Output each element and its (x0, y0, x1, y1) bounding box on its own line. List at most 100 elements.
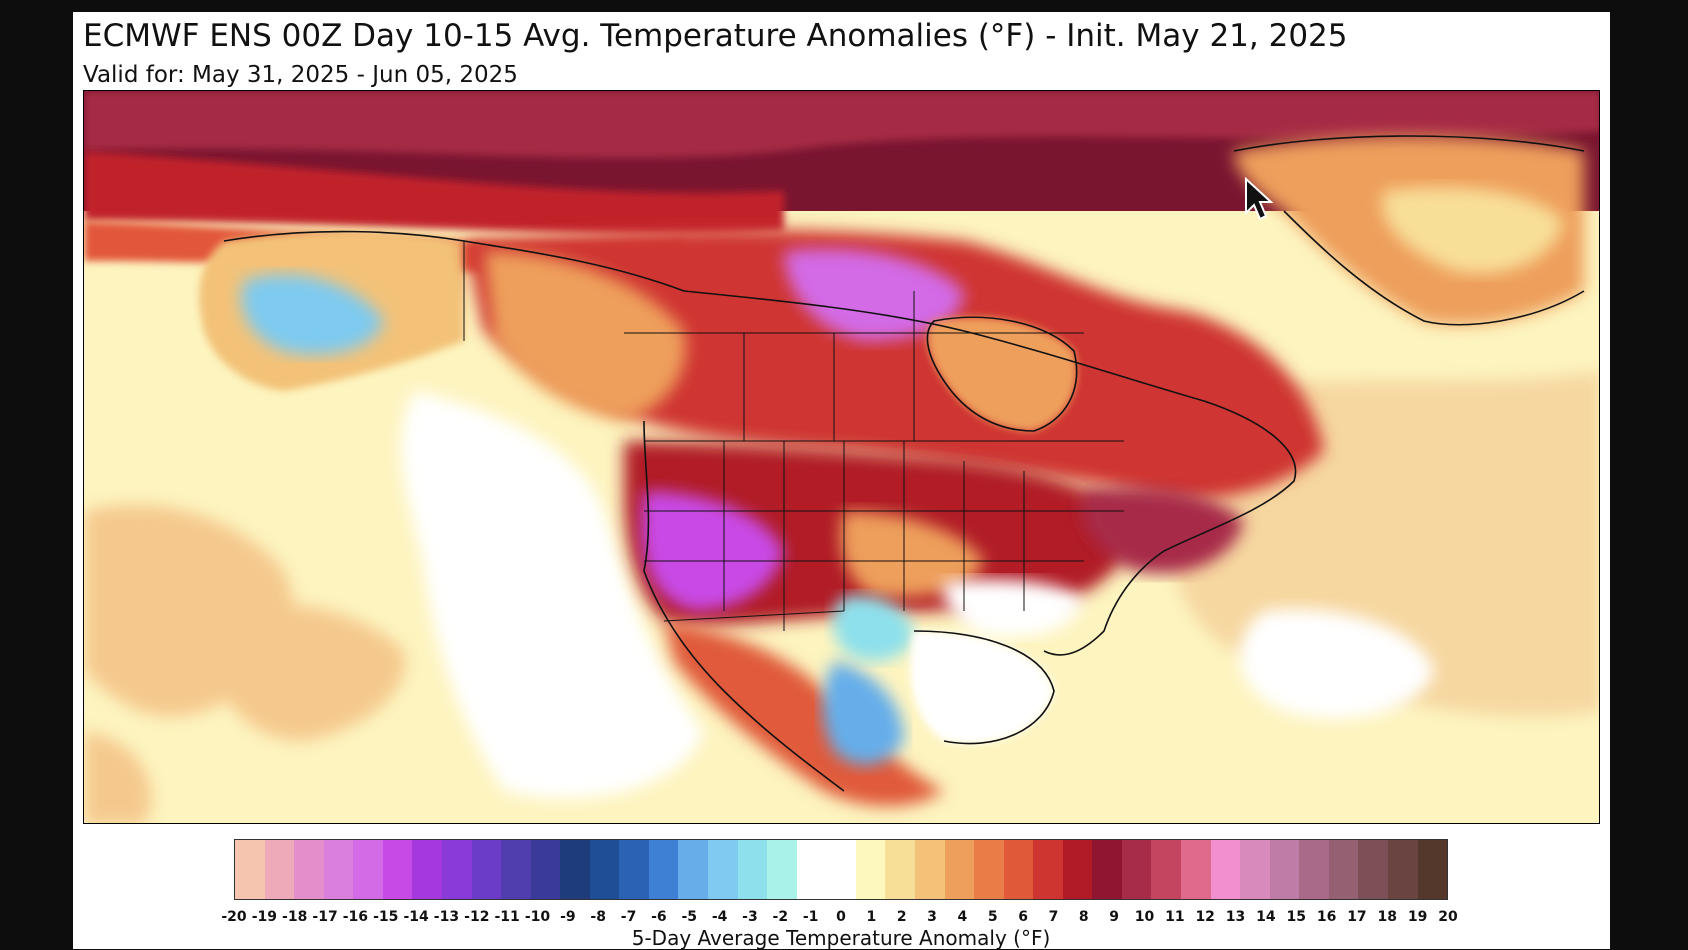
colorbar-swatch (1003, 840, 1034, 899)
colorbar-swatch (353, 840, 383, 899)
usa-west-pink (641, 491, 784, 611)
pacific-warm-patches (84, 504, 406, 823)
colorbar-swatch (589, 840, 620, 899)
colorbar-ticks: -20 -19 -18 -17 -16 -15 -14 -13 -12 -11 -10 -9 -8 -7-… (221, 909, 1457, 927)
colorbar-swatch (1033, 840, 1063, 899)
colorbar-swatch (323, 840, 354, 899)
colorbar-tick-label: -17 (312, 909, 338, 925)
gulf-of-mexico (910, 631, 1054, 744)
colorbar-tick-label: 15 (1286, 909, 1306, 925)
colorbar-swatch (235, 840, 265, 899)
greenland-pale (1382, 187, 1564, 274)
map-svg (84, 91, 1599, 823)
colorbar-tick-label: 16 (1316, 909, 1337, 925)
colorbar-tick-label: 19 (1407, 909, 1428, 925)
colorbar-tick-label: -14 (403, 909, 429, 925)
colorbar-swatch (1299, 840, 1329, 899)
colorbar-swatch (708, 840, 738, 899)
colorbar-swatch (974, 840, 1004, 899)
colorbar-swatch (648, 840, 679, 899)
arctic-band-2 (84, 91, 1599, 159)
colorbar-tick-label: 13 (1225, 909, 1246, 925)
colorbar-swatch (796, 840, 827, 899)
colorbar-swatch (441, 840, 472, 899)
colorbar-label: 5-Day Average Temperature Anomaly (°F) (631, 926, 1051, 950)
colorbar-tick-label: 5 (987, 909, 998, 925)
mexico-cool (822, 661, 904, 765)
canada-north-pink (784, 248, 964, 341)
colorbar-tick-label: 11 (1165, 909, 1185, 925)
northeast-hot (1081, 487, 1244, 574)
usa-plains-warm (840, 511, 984, 598)
colorbar-swatch (767, 840, 797, 899)
colorbar-tick-label: -19 (251, 909, 277, 925)
colorbar-tick-label: -20 (221, 909, 247, 925)
colorbar-swatch (1387, 840, 1418, 899)
colorbar-tick-label: 3 (927, 909, 937, 925)
colorbar-swatch (885, 840, 915, 899)
atlantic-white (1239, 609, 1434, 719)
colorbar-swatch (1210, 840, 1241, 899)
colorbar-tick-label: 0 (836, 909, 846, 925)
colorbar-tick-label: 8 (1078, 909, 1089, 925)
colorbar-swatch (294, 840, 324, 899)
texas-cool (832, 595, 914, 662)
colorbar-tick-label: -18 (282, 909, 308, 925)
colorbar-tick-label: -1 (802, 909, 819, 925)
colorbar-tick-label: 6 (1018, 909, 1028, 925)
colorbar-tick-label: 1 (866, 909, 877, 925)
colorbar-swatch (826, 840, 856, 899)
colorbar-swatch (678, 840, 708, 899)
colorbar-tick-label: -16 (342, 909, 369, 925)
colorbar-tick-label: 18 (1377, 909, 1398, 925)
colorbar-tick-label: -13 (433, 909, 460, 925)
colorbar-tick-label: -4 (711, 909, 728, 925)
colorbar-swatch (1151, 840, 1181, 899)
colorbar-tick-label: -10 (524, 909, 551, 925)
colorbar-swatch (1417, 840, 1448, 899)
colorbar-tick-label: 12 (1195, 909, 1215, 925)
colorbar-tick-label: 20 (1438, 909, 1458, 925)
colorbar-swatch (1328, 840, 1359, 899)
colorbar-tick-label: -5 (681, 909, 698, 925)
mouse-pointer-icon (1245, 177, 1274, 221)
colorbar-tick-label: 2 (896, 909, 907, 925)
colorbar-swatch (501, 840, 531, 899)
colorbar-swatch (1181, 840, 1211, 899)
colorbar-tick-label: -7 (620, 909, 637, 925)
coastlines (223, 135, 1585, 792)
chart-title: ECMWF ENS 00Z Day 10-15 Avg. Temperature… (83, 18, 1348, 54)
colorbar-tick-label: -12 (464, 909, 490, 925)
colorbar-swatch (855, 840, 886, 899)
colorbar-tick-label: 4 (957, 909, 968, 925)
anomaly-map (83, 90, 1600, 824)
colorbar-tick-label: 10 (1134, 909, 1155, 925)
colorbar-tick-label: 14 (1256, 909, 1276, 925)
colorbar-swatch (1269, 840, 1300, 899)
pacific-neutral-region (401, 391, 704, 799)
colorbar-tick-label: -9 (560, 909, 576, 925)
colorbar-swatch (737, 840, 768, 899)
colorbar-swatch (471, 840, 502, 899)
political-borders (463, 241, 1124, 631)
colorbar-tick-label: -8 (590, 909, 606, 925)
colorbar-tick-label: 9 (1109, 909, 1120, 925)
colorbar-swatch (560, 840, 590, 899)
colorbar-swatch (619, 840, 649, 899)
chart-subtitle: Valid for: May 31, 2025 - Jun 05, 2025 (83, 62, 518, 88)
arctic-band-3 (84, 151, 784, 234)
colorbar-swatch (1358, 840, 1388, 899)
colorbar-swatch (412, 840, 442, 899)
colorbar-tick-label: 17 (1347, 909, 1367, 925)
colorbar-swatch (1092, 840, 1122, 899)
colorbar-tick-label: -15 (373, 909, 399, 925)
hudson-bay (927, 317, 1077, 431)
colorbar-swatch (264, 840, 295, 899)
colorbar-tick-label: 7 (1048, 909, 1059, 925)
chart-frame: ECMWF ENS 00Z Day 10-15 Avg. Temperature… (73, 12, 1610, 950)
colorbar-swatch (1121, 840, 1152, 899)
colorbar (234, 839, 1448, 900)
colorbar-swatch (1062, 840, 1093, 899)
colorbar-tick-label: -6 (651, 909, 667, 925)
colorbar-swatch (1240, 840, 1270, 899)
